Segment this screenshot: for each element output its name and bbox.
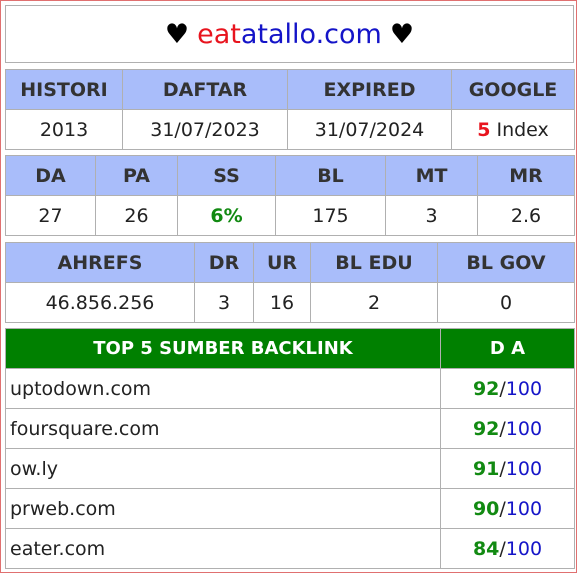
heart-icon: ♥ [164,18,190,50]
table-row: foursquare.com 92/100 [5,408,575,449]
table-row: eater.com 84/100 [5,528,575,569]
header-bl-gov: BL GOV [437,242,575,283]
value-daftar: 31/07/2023 [122,109,288,150]
value-pa: 26 [95,195,178,236]
value-bl: 175 [275,195,386,236]
header-expired: EXPIRED [287,69,452,110]
value-mr: 2.6 [477,195,575,236]
value-histori: 2013 [5,109,123,150]
header-backlink-da: D A [440,328,575,369]
backlink-domain: foursquare.com [5,408,441,449]
metrics-table: DA PA SS BL MT MR 27 26 6% 175 3 2.6 [5,155,575,236]
value-dr: 3 [194,282,254,323]
header-daftar: DAFTAR [122,69,288,110]
value-bl-gov: 0 [437,282,575,323]
backlink-domain: eater.com [5,528,441,569]
history-table: HISTORI DAFTAR EXPIRED GOOGLE 2013 31/07… [5,69,575,150]
heart-icon: ♥ [389,18,415,50]
table-row: ow.ly 91/100 [5,448,575,489]
header-google: GOOGLE [451,69,575,110]
backlink-domain: prweb.com [5,488,441,529]
value-ahrefs: 46.856.256 [5,282,195,323]
header-ahrefs: AHREFS [5,242,195,283]
header-dr: DR [194,242,254,283]
header-ss: SS [177,155,276,196]
header-ur: UR [253,242,311,283]
backlink-da: 92/100 [440,368,575,409]
table-row: uptodown.com 92/100 [5,368,575,409]
backlink-table: TOP 5 SUMBER BACKLINK D A uptodown.com 9… [5,328,575,569]
header-histori: HISTORI [5,69,123,110]
header-backlink-source: TOP 5 SUMBER BACKLINK [5,328,441,369]
backlink-da: 92/100 [440,408,575,449]
table-row: prweb.com 90/100 [5,488,575,529]
backlink-domain: ow.ly [5,448,441,489]
backlink-da: 90/100 [440,488,575,529]
header-bl: BL [275,155,386,196]
header-mr: MR [477,155,575,196]
value-mt: 3 [385,195,478,236]
header-pa: PA [95,155,178,196]
domain-title: eatatallo.com [197,18,382,50]
backlink-da: 84/100 [440,528,575,569]
site-title: ♥ eatatallo.com ♥ [5,5,574,63]
header-bl-edu: BL EDU [310,242,438,283]
value-ur: 16 [253,282,311,323]
header-da: DA [5,155,96,196]
value-bl-edu: 2 [310,282,438,323]
value-google: 5 Index [451,109,575,150]
backlink-domain: uptodown.com [5,368,441,409]
value-expired: 31/07/2024 [287,109,452,150]
backlink-da: 91/100 [440,448,575,489]
header-mt: MT [385,155,478,196]
ahrefs-table: AHREFS DR UR BL EDU BL GOV 46.856.256 3 … [5,242,575,323]
value-ss: 6% [177,195,276,236]
value-da: 27 [5,195,96,236]
